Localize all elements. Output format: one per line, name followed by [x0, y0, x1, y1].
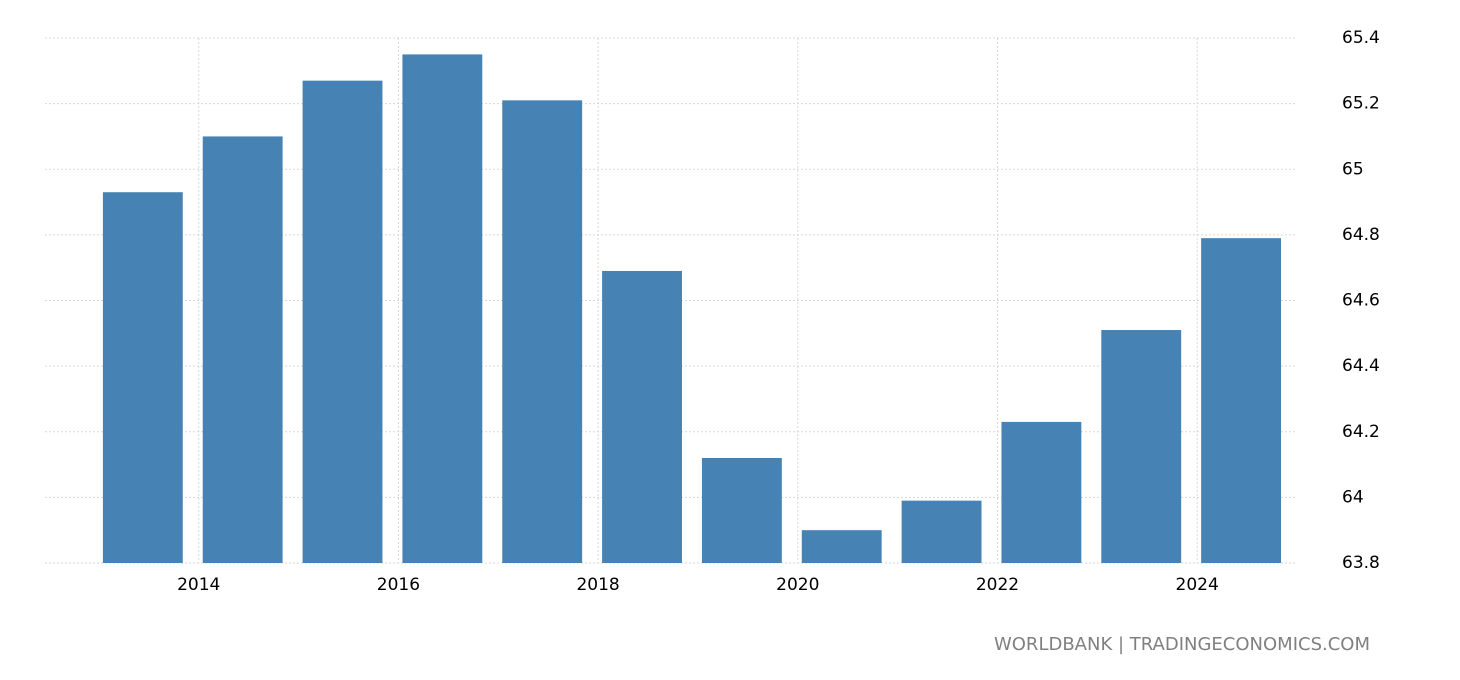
- y-tick-label: 64.8: [1342, 225, 1380, 245]
- bar: [1101, 330, 1182, 563]
- y-tick-label: 65: [1342, 159, 1364, 179]
- bar: [402, 54, 483, 563]
- y-tick-label: 64: [1342, 487, 1364, 507]
- bar: [502, 100, 583, 563]
- y-tick-label: 65.2: [1342, 94, 1380, 114]
- bar: [202, 136, 283, 563]
- y-tick-label: 64.6: [1342, 291, 1380, 311]
- bar: [1001, 421, 1082, 563]
- bar: [701, 458, 782, 563]
- bar: [801, 530, 882, 563]
- x-tick-label: 2024: [1176, 575, 1219, 595]
- bar: [102, 192, 183, 563]
- y-tick-label: 64.2: [1342, 422, 1380, 442]
- x-tick-label: 2018: [576, 575, 619, 595]
- source: WORLDBANK | TRADINGECONOMICS.COM: [994, 634, 1370, 655]
- bar: [602, 270, 682, 563]
- x-tick-label: 2022: [976, 575, 1019, 595]
- x-tick-label: 2014: [177, 575, 220, 595]
- x-tick-label: 2020: [776, 575, 819, 595]
- y-tick-label: 65.4: [1342, 28, 1380, 48]
- y-tick-label: 64.4: [1342, 356, 1380, 376]
- x-tick-label: 2016: [377, 575, 420, 595]
- bar: [302, 80, 383, 563]
- bar: [1201, 238, 1282, 563]
- y-tick-label: 63.8: [1342, 553, 1380, 573]
- bar: [901, 500, 982, 563]
